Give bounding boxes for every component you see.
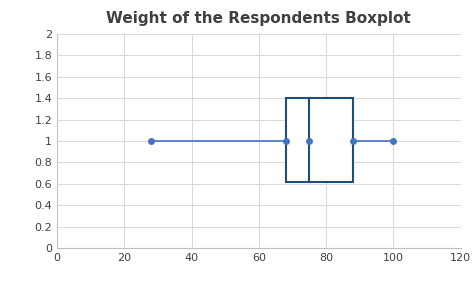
Point	[349, 139, 357, 143]
Point	[305, 139, 313, 143]
Point	[390, 139, 397, 143]
Bar	[286, 98, 353, 182]
Point	[147, 139, 155, 143]
Point	[282, 139, 290, 143]
Title: Weight of the Respondents Boxplot: Weight of the Respondents Boxplot	[106, 11, 411, 26]
